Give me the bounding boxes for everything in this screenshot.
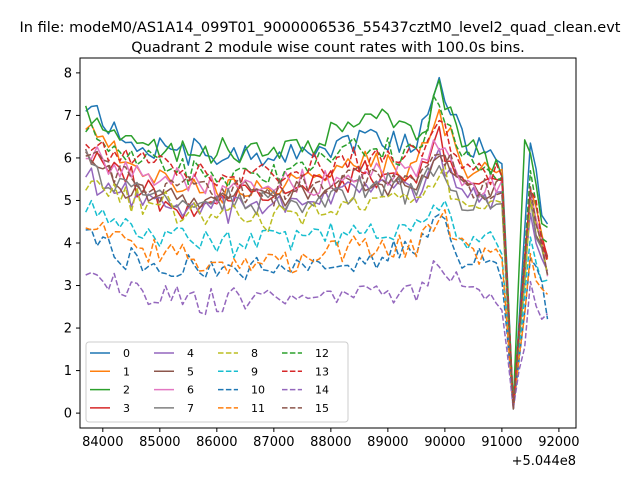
y-tick-label: 7 <box>64 109 72 124</box>
x-tick-label: 90000 <box>424 435 465 450</box>
y-tick-label: 5 <box>64 194 72 209</box>
legend-label-15: 15 <box>315 402 329 415</box>
series-line-9 <box>85 199 548 410</box>
chart-title: Quadrant 2 module wise count rates with … <box>131 40 525 56</box>
legend-label-8: 8 <box>251 347 258 360</box>
x-tick-label: 86000 <box>196 435 237 450</box>
x-tick-label: 92000 <box>538 435 579 450</box>
x-tick-label: 91000 <box>481 435 522 450</box>
y-tick-label: 3 <box>64 279 72 294</box>
series-line-8 <box>85 164 549 410</box>
x-tick-label: 87000 <box>253 435 294 450</box>
x-offset-label: +5.044e8 <box>512 454 576 469</box>
y-tick-label: 8 <box>64 66 72 81</box>
x-tick-label: 85000 <box>139 435 180 450</box>
y-axis: 0 1 2 3 4 5 6 7 8 <box>64 66 80 422</box>
series-line-6 <box>85 139 549 408</box>
legend-label-5: 5 <box>187 365 194 378</box>
y-tick-label: 4 <box>64 237 72 252</box>
x-tick-label: 88000 <box>310 435 351 450</box>
legend-label-0: 0 <box>123 347 130 360</box>
legend-label-11: 11 <box>251 402 265 415</box>
series-line-12 <box>85 95 548 408</box>
legend-label-10: 10 <box>251 384 265 397</box>
series-line-15 <box>85 150 549 410</box>
legend-label-2: 2 <box>123 384 130 397</box>
legend-label-9: 9 <box>251 365 258 378</box>
figure-suptitle: In file: modeM0/AS1A14_099T01_9000006536… <box>20 20 621 36</box>
series-line-11 <box>85 209 549 410</box>
legend-label-14: 14 <box>315 384 329 397</box>
legend-box <box>85 341 349 423</box>
legend-label-1: 1 <box>123 365 130 378</box>
series-line-13 <box>85 119 549 408</box>
legend-label-4: 4 <box>187 347 194 360</box>
series-line-14 <box>85 260 549 410</box>
series-line-2 <box>84 79 548 406</box>
series-line-4 <box>85 147 549 408</box>
legend-label-6: 6 <box>187 384 194 397</box>
x-tick-label: 89000 <box>367 435 408 450</box>
series-layer <box>84 76 549 410</box>
legend-label-3: 3 <box>123 402 130 415</box>
x-axis: 84000 85000 86000 87000 88000 89000 90000 91000… <box>82 428 580 450</box>
legend-label-13: 13 <box>315 365 329 378</box>
y-tick-label: 6 <box>64 151 72 166</box>
legend-label-12: 12 <box>315 347 329 360</box>
y-tick-label: 2 <box>64 322 72 337</box>
y-tick-label: 0 <box>64 407 72 422</box>
x-tick-label: 84000 <box>82 435 123 450</box>
legend-label-7: 7 <box>187 402 194 415</box>
y-tick-label: 1 <box>64 364 72 379</box>
